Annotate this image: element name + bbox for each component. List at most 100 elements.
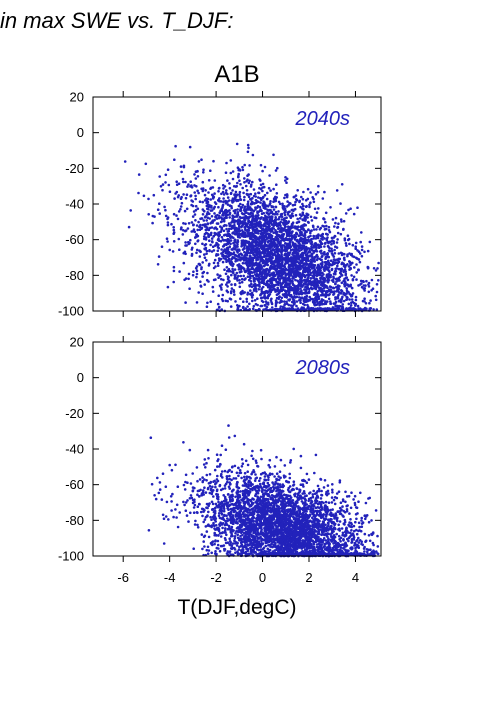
data-point [238, 179, 241, 182]
points-2080s [147, 424, 380, 558]
data-point [127, 225, 131, 229]
data-point [316, 283, 319, 287]
data-point [319, 307, 322, 311]
data-point [337, 222, 340, 225]
data-point [287, 275, 291, 278]
data-point [298, 217, 302, 220]
data-point [243, 163, 246, 167]
data-point [260, 266, 264, 270]
data-point [284, 274, 288, 277]
data-point [223, 249, 226, 252]
data-point [349, 263, 352, 267]
data-point [209, 233, 213, 236]
data-point [216, 249, 220, 253]
data-point [274, 223, 277, 226]
data-point [374, 298, 378, 302]
data-point [352, 255, 356, 259]
data-point [196, 169, 199, 173]
data-point [350, 308, 353, 311]
data-point [196, 239, 199, 243]
data-point [249, 202, 253, 206]
data-point [197, 160, 201, 163]
data-point [292, 242, 295, 245]
data-point [297, 241, 300, 245]
data-point [272, 231, 275, 235]
data-point [344, 272, 348, 276]
data-point [226, 275, 230, 278]
data-point [259, 226, 263, 230]
data-point [237, 248, 241, 252]
data-point [213, 179, 217, 182]
data-point [283, 211, 286, 214]
data-point [256, 204, 260, 208]
data-point [234, 276, 237, 280]
data-point [261, 261, 265, 265]
data-point [319, 262, 323, 266]
data-point [221, 203, 225, 207]
data-point [300, 292, 304, 296]
data-point [288, 476, 292, 480]
data-point [213, 212, 216, 215]
data-point [244, 184, 248, 188]
data-point [259, 495, 263, 499]
data-point [182, 500, 185, 504]
data-point [222, 278, 225, 282]
data-point [279, 305, 283, 308]
data-point [324, 302, 328, 306]
data-point [197, 191, 200, 195]
data-point [316, 290, 320, 293]
data-point [194, 197, 197, 201]
data-point [354, 295, 358, 299]
data-point [289, 231, 292, 235]
data-point [302, 274, 305, 277]
data-point [310, 255, 313, 258]
data-point [198, 255, 202, 258]
data-point [221, 293, 225, 297]
data-point [304, 285, 307, 289]
data-point [276, 286, 280, 290]
data-point [200, 158, 203, 161]
data-point [243, 278, 246, 282]
data-point [313, 270, 316, 273]
data-point [147, 197, 150, 201]
points-2040s [123, 142, 380, 313]
data-point [250, 258, 254, 261]
data-point [349, 283, 353, 287]
data-point [282, 217, 286, 221]
data-point [194, 236, 197, 239]
data-point [257, 191, 260, 195]
data-point [288, 228, 292, 231]
data-point [168, 248, 171, 252]
data-point [219, 220, 223, 224]
data-point [306, 303, 309, 307]
data-point [326, 300, 329, 303]
data-point [324, 211, 328, 215]
data-point [316, 191, 320, 194]
data-point [164, 173, 168, 177]
data-point [360, 248, 364, 252]
data-point [313, 260, 317, 263]
data-point [324, 220, 327, 224]
data-point [197, 291, 200, 294]
data-point [314, 216, 318, 220]
data-point [286, 200, 289, 203]
data-point [210, 237, 214, 240]
data-point [166, 221, 170, 224]
data-point [317, 487, 321, 491]
data-point [234, 477, 238, 480]
data-point [218, 197, 221, 200]
data-point [276, 212, 279, 216]
data-point [302, 244, 306, 247]
data-point [365, 279, 368, 283]
data-point [164, 181, 167, 184]
data-point [300, 276, 304, 280]
data-point [238, 265, 242, 268]
data-point [252, 289, 256, 292]
data-point [284, 176, 287, 179]
data-point [216, 264, 220, 268]
data-point [231, 177, 235, 181]
data-point [241, 223, 245, 227]
data-point [292, 263, 296, 267]
data-point [234, 300, 237, 303]
data-point [233, 268, 237, 271]
